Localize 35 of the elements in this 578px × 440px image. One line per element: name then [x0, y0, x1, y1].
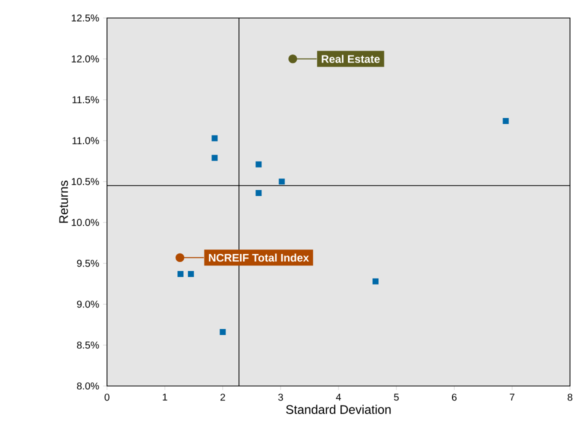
y-tick-label: 8.5% [77, 342, 99, 349]
y-tick-label: 9.5% [77, 260, 99, 267]
y-tick-label: 8.0% [77, 382, 99, 390]
x-tick-label: 3 [278, 394, 283, 401]
x-tick-label: 0 [104, 394, 110, 401]
y-tick-label: 11.5% [72, 96, 99, 104]
y-axis-title: Returns [59, 180, 68, 223]
x-tick-label: 1 [162, 394, 168, 401]
y-tick-label: 12.5% [72, 14, 99, 22]
x-tick-label: 8 [568, 394, 572, 401]
x-tick-label: 4 [336, 394, 341, 401]
point [502, 118, 509, 124]
point [220, 329, 226, 336]
point [212, 154, 218, 161]
x-axis-title: Standard Deviation [286, 404, 391, 414]
x-tick-label: 2 [220, 394, 226, 401]
y-tick-label: 10.5% [72, 178, 99, 186]
point [288, 54, 298, 64]
y-tick-label: 12.0% [72, 55, 99, 62]
y-tick-label: 9.0% [77, 300, 99, 308]
point [188, 270, 194, 277]
y-tick-label: 10.0% [72, 218, 99, 226]
x-tick-label: 5 [394, 394, 399, 401]
x-tick-label: 6 [452, 394, 457, 401]
point [256, 161, 262, 168]
x-tick-label: 7 [510, 394, 514, 401]
point [372, 278, 379, 284]
point [178, 270, 184, 277]
annotation: NCREIF Total Index [208, 254, 310, 262]
point [212, 135, 218, 142]
annotation: Real Estate [322, 54, 380, 63]
y-tick-label: 11.0% [72, 137, 99, 144]
point [278, 178, 285, 185]
point [256, 190, 262, 196]
point [176, 253, 184, 262]
